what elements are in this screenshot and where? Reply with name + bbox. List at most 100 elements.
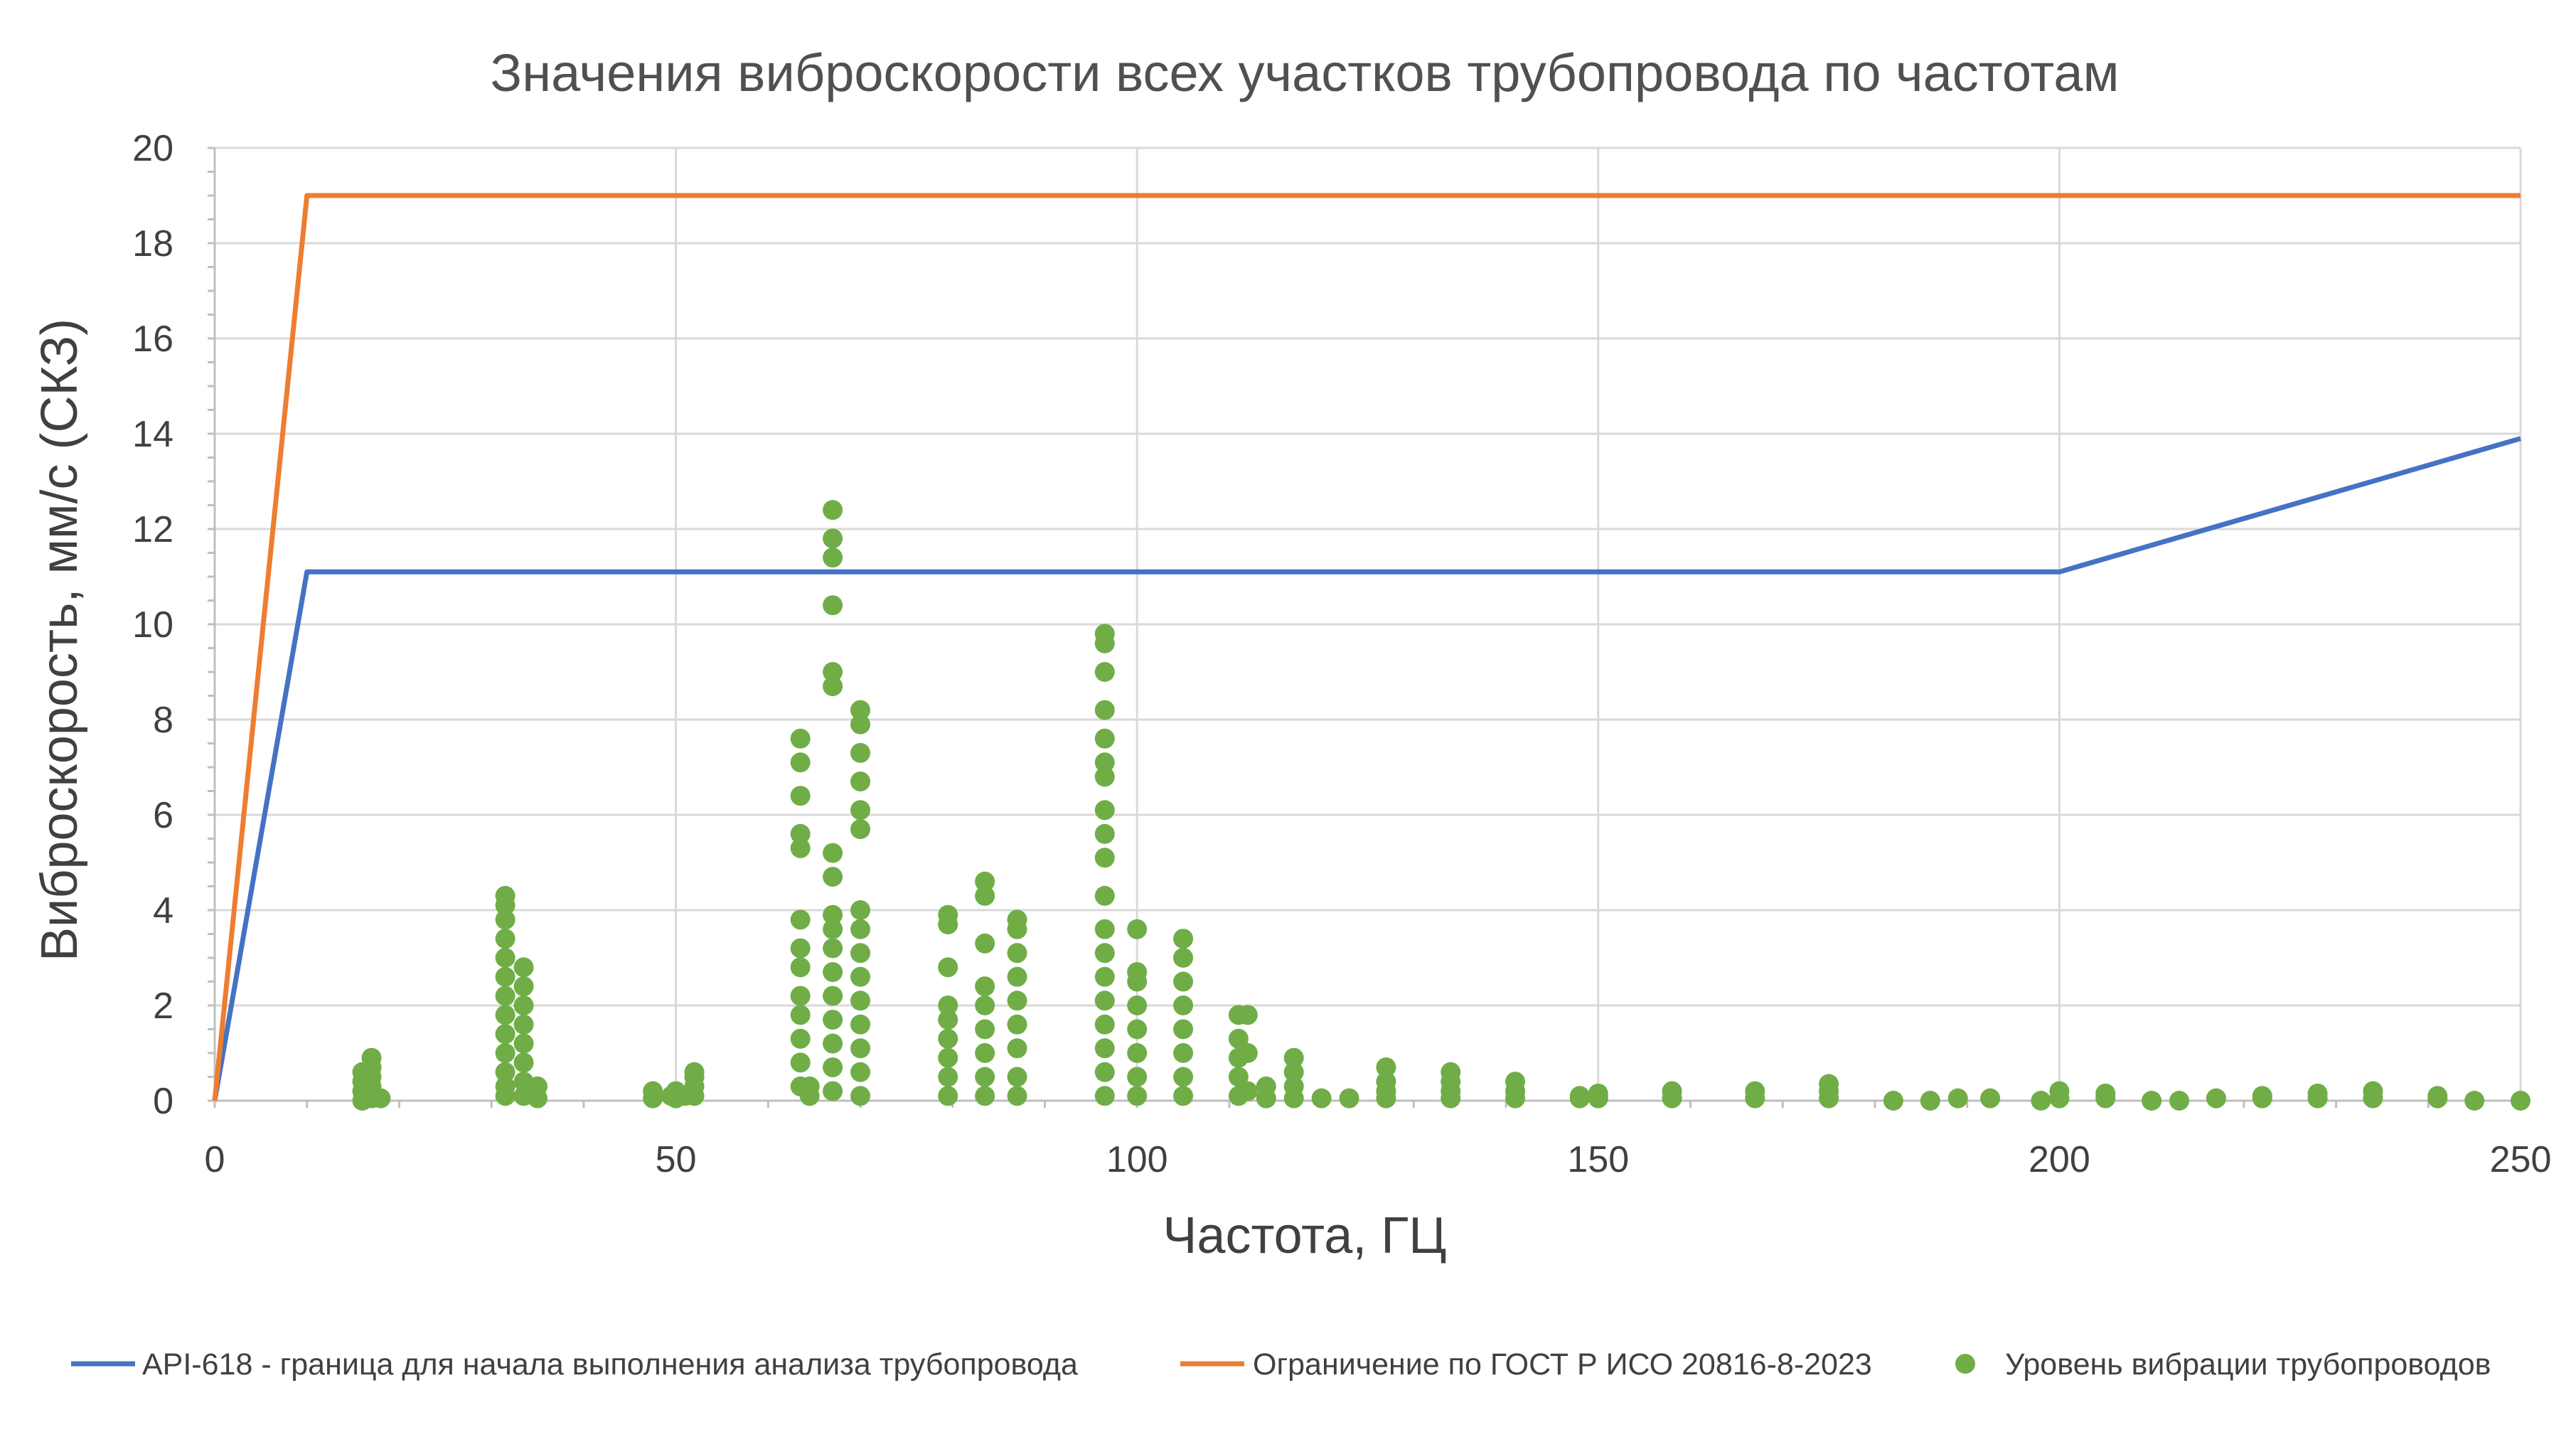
scatter-point xyxy=(850,1062,871,1082)
scatter-point xyxy=(1588,1083,1608,1104)
scatter-point xyxy=(2049,1081,2070,1101)
scatter-point xyxy=(495,986,515,1006)
scatter-point xyxy=(1173,929,1194,949)
scatter-point xyxy=(513,957,534,978)
scatter-point xyxy=(790,1028,811,1049)
scatter-point xyxy=(2427,1086,2448,1106)
scatter-point xyxy=(823,548,843,568)
scatter-point xyxy=(975,933,995,954)
scatter-point xyxy=(1094,990,1115,1011)
scatter-point xyxy=(1569,1086,1590,1106)
scatter-point xyxy=(938,1028,958,1049)
scatter-point xyxy=(1883,1091,1903,1111)
scatter-point xyxy=(975,995,995,1015)
scatter-point xyxy=(790,986,811,1006)
x-axis-title: Частота, ГЦ xyxy=(1163,1207,1446,1264)
scatter-point xyxy=(1173,995,1194,1015)
scatter-point xyxy=(1947,1088,1968,1109)
scatter-point xyxy=(823,1057,843,1078)
scatter-point xyxy=(1094,885,1115,906)
x-tick-label: 100 xyxy=(1106,1139,1168,1180)
scatter-point xyxy=(1007,1086,1027,1106)
scatter-point xyxy=(1127,1019,1148,1040)
scatter-point xyxy=(823,1033,843,1054)
scatter-point xyxy=(1173,948,1194,968)
axes xyxy=(208,146,2522,1108)
scatter-point xyxy=(799,1076,820,1096)
scatter-point xyxy=(1007,1067,1027,1087)
scatter-point xyxy=(1094,943,1115,963)
scatter-point xyxy=(823,662,843,682)
scatter-point xyxy=(938,904,958,925)
scatter-point xyxy=(938,957,958,978)
scatter-point xyxy=(2252,1086,2272,1106)
scatter-point xyxy=(513,995,534,1015)
x-tick-label: 200 xyxy=(2029,1139,2090,1180)
y-tick-label: 12 xyxy=(132,509,173,550)
scatter-point xyxy=(1007,909,1027,930)
scatter-point xyxy=(850,819,871,840)
scatter-point xyxy=(1094,848,1115,868)
scatter-point xyxy=(2464,1091,2485,1111)
scatter-point xyxy=(790,1005,811,1025)
scatter-point xyxy=(790,957,811,978)
scatter-point xyxy=(2031,1091,2051,1111)
scatter-point xyxy=(495,1024,515,1045)
scatter-point xyxy=(1256,1076,1276,1096)
scatter-point xyxy=(361,1047,382,1068)
scatter-point xyxy=(2169,1091,2190,1111)
scatter-point xyxy=(1376,1057,1396,1078)
y-tick-label: 2 xyxy=(153,986,173,1027)
scatter-point xyxy=(823,676,843,697)
scatter-point xyxy=(850,1086,871,1106)
scatter-point xyxy=(823,962,843,983)
series-line-2 xyxy=(212,193,2521,1101)
scatter-point xyxy=(850,714,871,735)
scatter-point xyxy=(1094,800,1115,821)
scatter-point xyxy=(495,1043,515,1063)
scatter-point xyxy=(495,1062,515,1082)
legend: API-618 - граница для начала выполнения … xyxy=(71,1347,2491,1382)
y-tick-label: 0 xyxy=(153,1081,173,1122)
scatter-point xyxy=(2363,1081,2383,1101)
scatter-point xyxy=(513,1014,534,1035)
chart-title: Значения виброскорости всех участков тру… xyxy=(491,43,2120,102)
scatter-point xyxy=(1505,1072,1526,1092)
y-tick-label: 20 xyxy=(132,128,173,169)
scatter-point xyxy=(1283,1076,1304,1096)
y-tick-label: 14 xyxy=(132,414,173,455)
scatter-point xyxy=(1237,1005,1258,1025)
scatter-point xyxy=(823,919,843,939)
scatter-point xyxy=(1980,1088,2001,1109)
scatter-point xyxy=(2206,1088,2226,1109)
scatter-point xyxy=(1094,1062,1115,1082)
scatter-point xyxy=(2142,1091,2162,1111)
scatter-point xyxy=(1173,1043,1194,1063)
scatter-point xyxy=(1127,962,1148,983)
scatter-point xyxy=(2307,1083,2328,1104)
series xyxy=(212,193,2530,1111)
scatter-point xyxy=(1127,1086,1148,1106)
scatter-point xyxy=(1127,995,1148,1015)
scatter-point xyxy=(790,838,811,858)
scatter-point xyxy=(1094,728,1115,749)
scatter-point xyxy=(495,948,515,968)
scatter-point xyxy=(1094,700,1115,720)
scatter-point xyxy=(495,929,515,949)
scatter-point xyxy=(1007,966,1027,987)
legend-label: Уровень вибрации трубопроводов xyxy=(2005,1347,2491,1382)
scatter-point xyxy=(850,1014,871,1035)
scatter-point xyxy=(1376,1072,1396,1092)
scatter-point xyxy=(1173,1067,1194,1087)
scatter-point xyxy=(938,1067,958,1087)
scatter-point xyxy=(1007,943,1027,963)
scatter-point xyxy=(850,800,871,821)
scatter-point xyxy=(790,823,811,844)
scatter-point xyxy=(823,1081,843,1101)
scatter-point xyxy=(2095,1083,2116,1104)
y-tick-label: 8 xyxy=(153,700,173,741)
scatter-point xyxy=(1094,1086,1115,1106)
x-tick-label: 150 xyxy=(1567,1139,1629,1180)
scatter-point xyxy=(1127,919,1148,939)
